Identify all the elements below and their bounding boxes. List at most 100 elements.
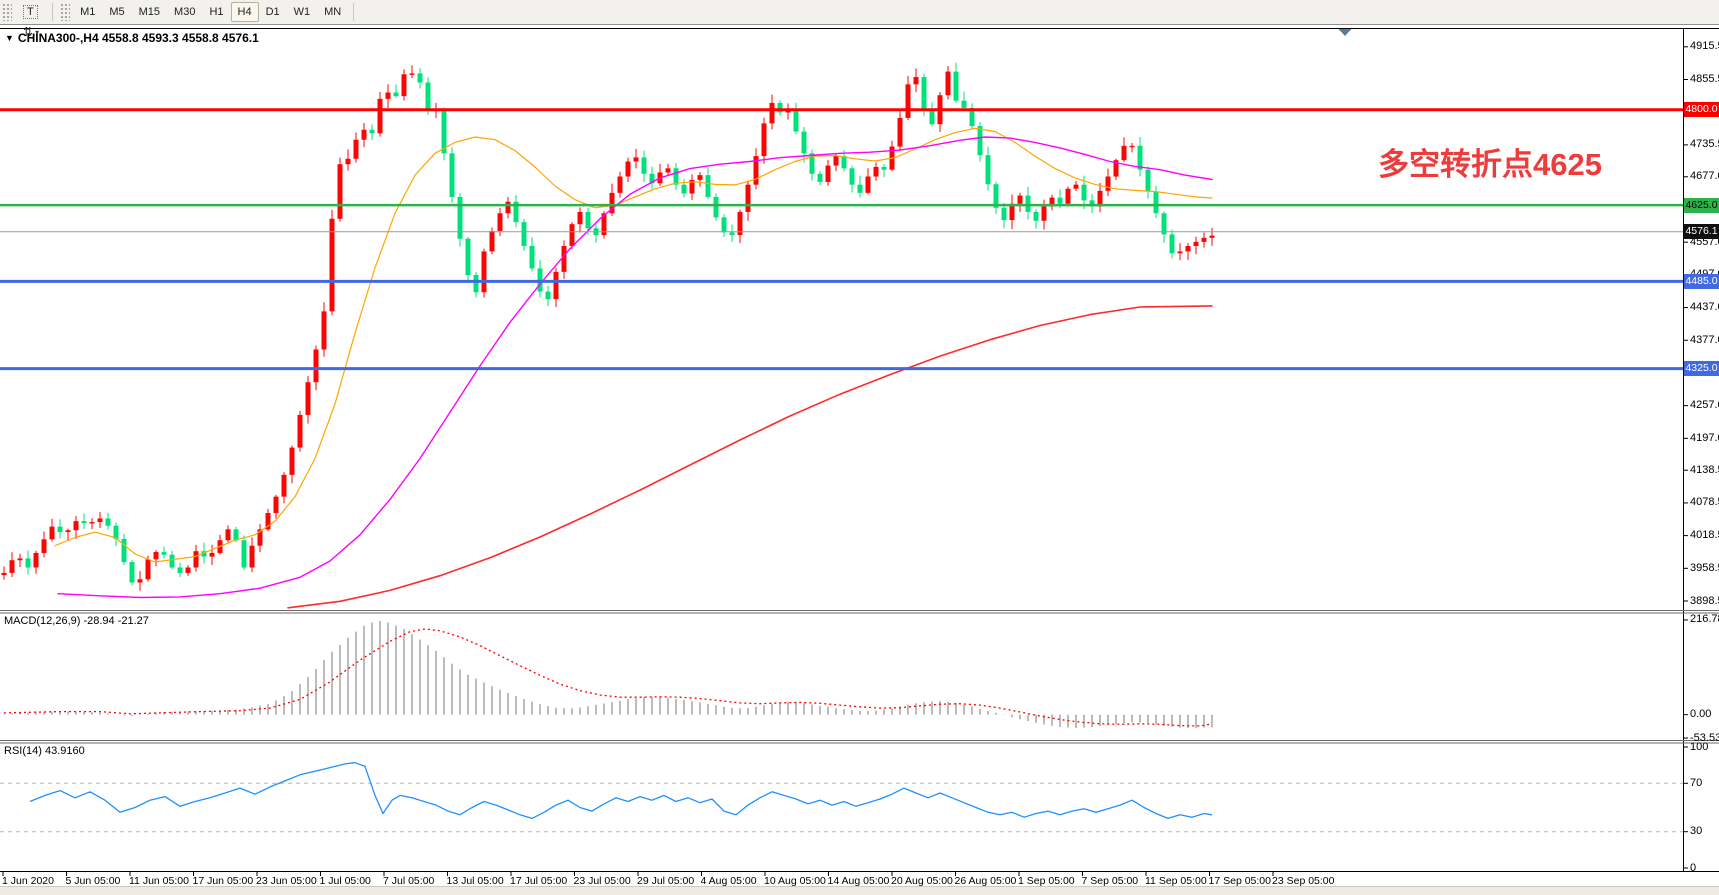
timeframe-button-h4[interactable]: H4 xyxy=(230,2,259,22)
candle-body xyxy=(289,447,295,475)
candle-body xyxy=(297,414,303,448)
candle-body xyxy=(793,109,799,132)
candle-body xyxy=(817,173,823,182)
timeframe-grip-icon[interactable] xyxy=(60,3,71,21)
candle-body xyxy=(17,558,23,561)
candle-body xyxy=(825,165,831,182)
price-badge-4576.1: 4576.1 xyxy=(1684,224,1719,240)
candle-body xyxy=(633,157,639,162)
candle-body xyxy=(353,139,359,159)
date-label: 11 Sep 05:00 xyxy=(1145,875,1207,887)
candle-body xyxy=(505,201,511,214)
chart-shift-marker-icon[interactable] xyxy=(1338,29,1352,36)
price-tick-label: 4855.5 xyxy=(1690,72,1719,85)
date-label: 7 Sep 05:00 xyxy=(1081,875,1139,887)
candle-body xyxy=(273,496,279,513)
price-tick-label: 4197.0 xyxy=(1690,431,1719,444)
candle-body xyxy=(257,529,263,546)
candle-body xyxy=(513,201,519,223)
candle-body xyxy=(465,238,471,276)
date-label: 23 Jul 05:00 xyxy=(573,875,631,887)
arrows-tool[interactable]: ⇅ ▾ xyxy=(16,22,46,42)
macd-signal-line xyxy=(3,628,1213,727)
candle-body xyxy=(193,551,199,568)
candle-body xyxy=(497,213,503,231)
macd-tick-label: 0.00 xyxy=(1690,708,1712,721)
timeframe-button-m5[interactable]: M5 xyxy=(102,2,131,22)
candle-body xyxy=(393,92,399,97)
candle-body xyxy=(337,164,343,219)
macd-label: MACD(12,26,9) -28.94 -21.27 xyxy=(4,615,149,627)
candle-body xyxy=(425,82,431,110)
candle-body xyxy=(961,100,967,108)
candle-body xyxy=(665,168,671,173)
date-label: 4 Aug 05:00 xyxy=(700,875,757,887)
timeframe-button-m1[interactable]: M1 xyxy=(73,2,102,22)
candle-body xyxy=(153,552,159,560)
candle-body xyxy=(649,173,655,184)
candle-body xyxy=(705,175,711,197)
date-label: 17 Sep 05:00 xyxy=(1208,875,1271,887)
candle-body xyxy=(305,382,311,415)
collapse-icon[interactable]: ▼ xyxy=(5,33,14,43)
price-tick-label: 3958.5 xyxy=(1690,561,1719,574)
date-label: 23 Jun 05:00 xyxy=(256,875,317,887)
candle-body xyxy=(713,196,719,218)
candle-body xyxy=(489,230,495,252)
candle-body xyxy=(801,131,807,154)
price-tick-label: 4257.0 xyxy=(1690,399,1719,412)
candle-body xyxy=(281,474,287,497)
candle-body xyxy=(1129,145,1135,148)
candle-body xyxy=(41,539,47,553)
candle-body xyxy=(225,529,231,541)
candle-body xyxy=(617,176,623,193)
timeframe-button-mn[interactable]: MN xyxy=(317,2,348,22)
price-tick-label: 4437.0 xyxy=(1690,301,1719,314)
candle-body xyxy=(577,211,583,225)
timeframe-button-w1[interactable]: W1 xyxy=(287,2,318,22)
candle-body xyxy=(313,349,319,383)
candle-body xyxy=(97,518,103,523)
candle-body xyxy=(1121,145,1127,161)
candle-body xyxy=(553,271,559,300)
candle-body xyxy=(569,224,575,246)
candle-body xyxy=(905,84,911,118)
price-tick-label: 4018.5 xyxy=(1690,529,1719,542)
date-label: 17 Jul 05:00 xyxy=(510,875,568,887)
price-badge-4485.0: 4485.0 xyxy=(1684,273,1719,289)
candle-body xyxy=(177,567,183,573)
candle-body xyxy=(449,153,455,197)
annotation-text: 多空转折点4625 xyxy=(1378,147,1602,182)
price-tick-label: 3898.5 xyxy=(1690,594,1719,607)
timeframe-button-m30[interactable]: M30 xyxy=(167,2,202,22)
candle-body xyxy=(865,176,871,193)
candle-body xyxy=(345,158,351,165)
candle-body xyxy=(585,211,591,229)
date-label: 14 Aug 05:00 xyxy=(827,875,890,887)
candle-body xyxy=(9,560,15,573)
timeframe-button-h1[interactable]: H1 xyxy=(202,2,230,22)
timeframe-button-m15[interactable]: M15 xyxy=(132,2,167,22)
candle-body xyxy=(1177,251,1183,254)
candle-body xyxy=(745,184,751,212)
candle-body xyxy=(969,107,975,127)
date-label: 5 Jun 05:00 xyxy=(65,875,121,887)
timeframe-button-d1[interactable]: D1 xyxy=(259,2,287,22)
candle-body xyxy=(81,521,87,523)
price-tick-label: 4377.0 xyxy=(1690,333,1719,346)
toolbar-grip-icon[interactable] xyxy=(2,3,12,21)
candle-body xyxy=(321,311,327,350)
candle-body xyxy=(1089,200,1095,207)
macd-tick-label: 216.78 xyxy=(1690,613,1719,626)
candle-body xyxy=(673,168,679,185)
text-box-tool[interactable]: T xyxy=(16,2,45,22)
candle-body xyxy=(561,245,567,272)
chart-title: ▼ CHINA300-,H4 4558.8 4593.3 4558.8 4576.… xyxy=(5,31,259,45)
candle-body xyxy=(401,74,407,97)
candle-body xyxy=(1097,190,1103,207)
price-badge-4800.0: 4800.0 xyxy=(1684,102,1719,118)
candle-body xyxy=(761,123,767,157)
candle-body xyxy=(625,161,631,177)
candle-body xyxy=(1105,176,1111,191)
candle-body xyxy=(953,71,959,101)
